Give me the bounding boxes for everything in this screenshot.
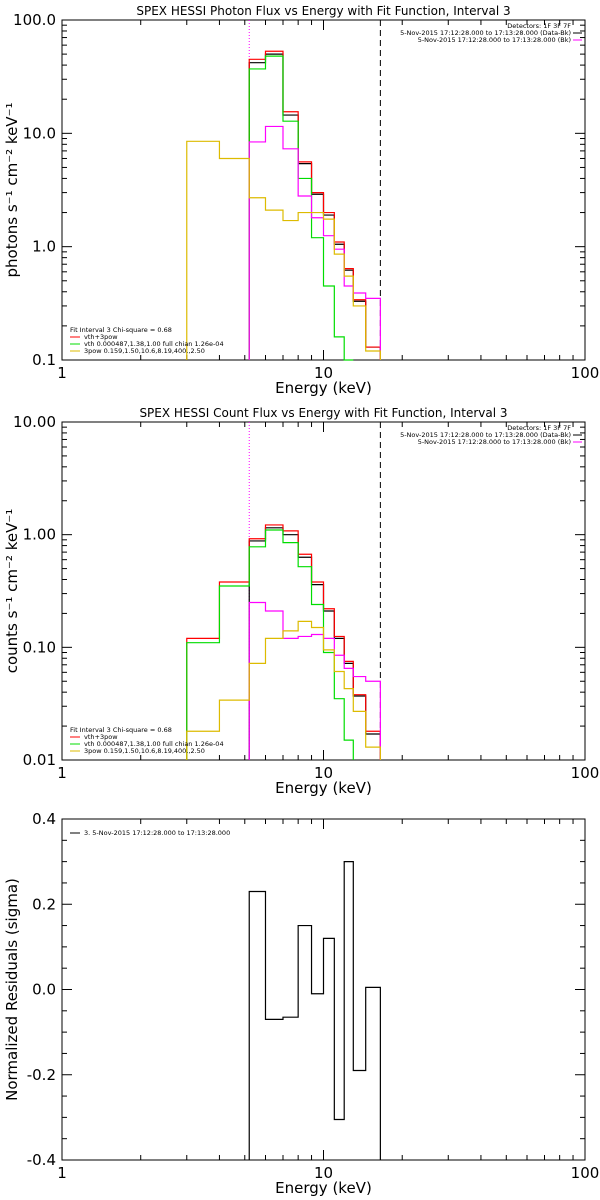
y-axis-label: Normalized Residuals (sigma) [3,878,21,1101]
x-tick-label: 100 [571,764,600,782]
y-tick-label: -0.2 [27,1066,56,1084]
series-line-4 [186,620,381,760]
series-line-0 [248,53,381,360]
x-tick-label: 100 [571,1164,600,1182]
legend-bottom-entry: vth 0.000487,1.38,1.00 full chian 1.26e-… [84,340,224,348]
plot-frame [61,19,586,361]
y-tick-label: 1.0 [32,238,56,256]
series-line-0 [248,527,381,760]
y-tick-label: -0.4 [27,1151,56,1169]
x-tick-label: 100 [571,364,600,382]
series-group [248,861,381,1160]
chart-title: SPEX HESSI Count Flux vs Energy with Fit… [139,406,507,420]
y-tick-label: 0.0 [32,981,56,999]
legend-top-entry: 5-Nov-2015 17:12:28.000 to 17:13:28.000 … [418,36,571,44]
chart-title: SPEX HESSI Photon Flux vs Energy with Fi… [136,4,510,18]
y-axis-label: photons s⁻¹ cm⁻² keV⁻¹ [3,103,21,278]
series-line-3 [248,125,381,360]
x-tick-label: 10 [314,364,333,382]
x-tick-label: 1 [57,1164,67,1182]
series-line-1 [248,50,381,360]
legend-bottom-entry: 3pow 0.159,1.50,10.6,8.19,400.,2.50 [84,347,205,355]
legend-entry: 3. 5-Nov-2015 17:12:28.000 to 17:13:28.0… [84,829,230,837]
series-group [186,524,381,760]
x-axis-label: Energy (keV) [275,1179,372,1197]
y-tick-label: 1.00 [23,526,56,544]
legend-bottom-entry: vth+3pow [84,733,118,741]
y-tick-label: 0.1 [32,351,56,369]
legend-bottom-entry: Fit Interval 3 Chi-square = 0.68 [70,726,172,734]
legend-top-entry: Detectors: 1F 3F 7F [507,424,571,432]
x-axis-label: Energy (keV) [275,779,372,797]
legend-top-entry: 5-Nov-2015 17:12:28.000 to 17:13:28.000 … [418,438,571,446]
y-tick-label: 0.4 [32,810,56,828]
residual-line [248,861,381,1160]
legend-top-entry: Detectors: 1F 3F 7F [507,22,571,30]
x-tick-label: 10 [314,1164,333,1182]
legend-bottom-entry: Fit Interval 3 Chi-square = 0.68 [70,326,172,334]
series-group [186,50,381,361]
series-line-4 [186,140,381,360]
x-tick-label: 1 [57,764,67,782]
legend-bottom-entry: vth 0.000487,1.38,1.00 full chian 1.26e-… [84,740,224,748]
series-line-2 [248,55,354,361]
legend-bottom-entry: vth+3pow [84,333,118,341]
series-line-2 [186,529,354,760]
legend-top-entry: 5-Nov-2015 17:12:28.000 to 17:13:28.000 … [400,29,571,37]
legend-top-entry: 5-Nov-2015 17:12:28.000 to 17:13:28.000 … [400,431,571,439]
series-line-3 [248,601,381,760]
x-axis-label: Energy (keV) [275,379,372,397]
y-tick-label: 10.0 [23,124,56,142]
y-tick-label: 0.01 [23,751,56,769]
y-tick-label: 0.2 [32,895,56,913]
y-tick-label: 10.00 [13,413,56,431]
y-axis-label: counts s⁻¹ cm⁻² keV⁻¹ [3,509,21,674]
y-tick-label: 100.0 [13,11,56,29]
y-tick-label: 0.10 [23,638,56,656]
x-tick-label: 1 [57,364,67,382]
legend-bottom-entry: 3pow 0.159,1.50,10.6,8.19,400.,2.50 [84,747,205,755]
x-tick-label: 10 [314,764,333,782]
